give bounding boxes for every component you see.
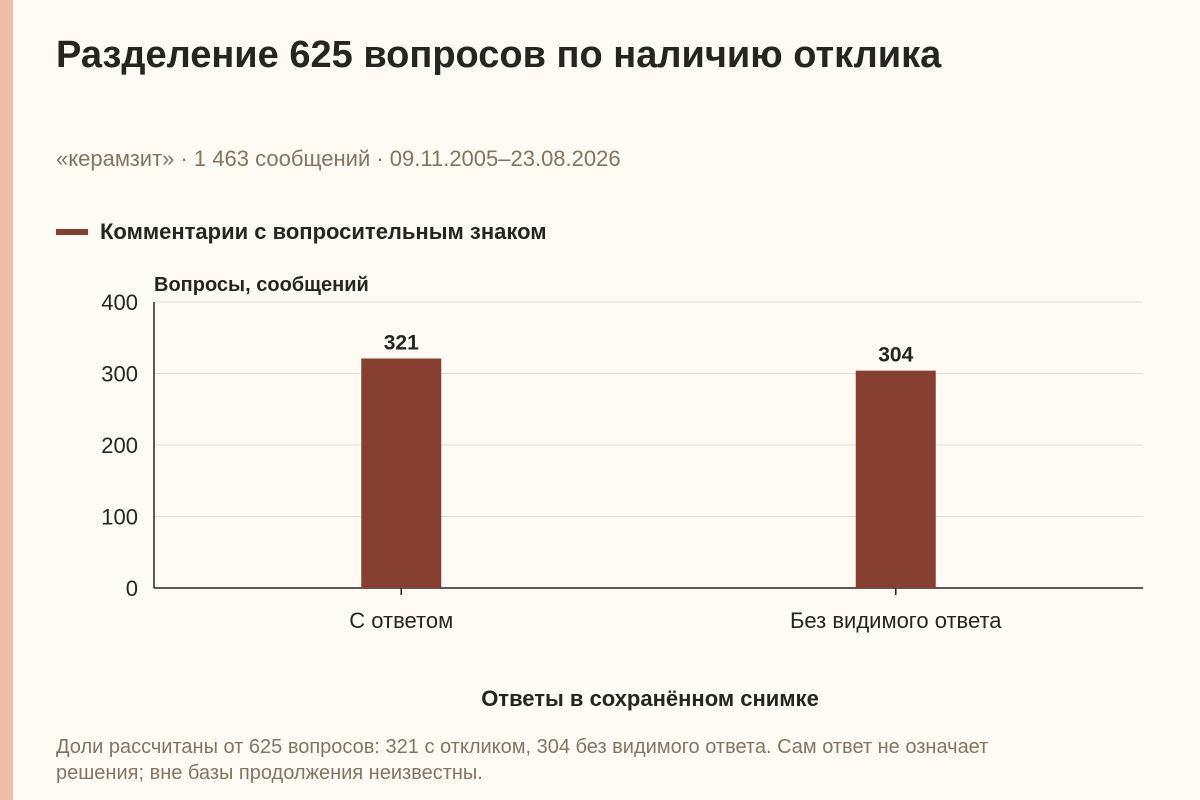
- legend: Комментарии с вопросительным знаком: [56, 219, 547, 245]
- chart-subtitle: «керамзит» · 1 463 сообщений · 09.11.200…: [56, 146, 621, 171]
- x-tick-label: С ответом: [349, 608, 453, 633]
- legend-label: Комментарии с вопросительным знаком: [100, 219, 547, 244]
- accent-strip: [0, 0, 13, 800]
- y-axis-label: Вопросы, сообщений: [154, 274, 369, 296]
- bar: [855, 370, 936, 588]
- y-tick-label: 400: [101, 290, 138, 315]
- y-tick-label: 300: [101, 362, 138, 387]
- x-axis-label: Ответы в сохранённом снимке: [481, 686, 819, 711]
- chart-title: Разделение 625 вопросов по наличию откли…: [56, 34, 942, 76]
- bar: [361, 358, 442, 588]
- legend-swatch: [56, 229, 88, 235]
- footnote: Доли рассчитаны от 625 вопросов: 321 с о…: [56, 736, 989, 784]
- y-tick-label: 100: [101, 505, 138, 530]
- bar-value-label: 304: [878, 344, 913, 367]
- y-tick-label: 200: [101, 433, 138, 458]
- y-tick-label: 0: [126, 576, 138, 601]
- x-tick-label: Без видимого ответа: [790, 608, 1002, 633]
- bar-value-label: 321: [384, 331, 419, 354]
